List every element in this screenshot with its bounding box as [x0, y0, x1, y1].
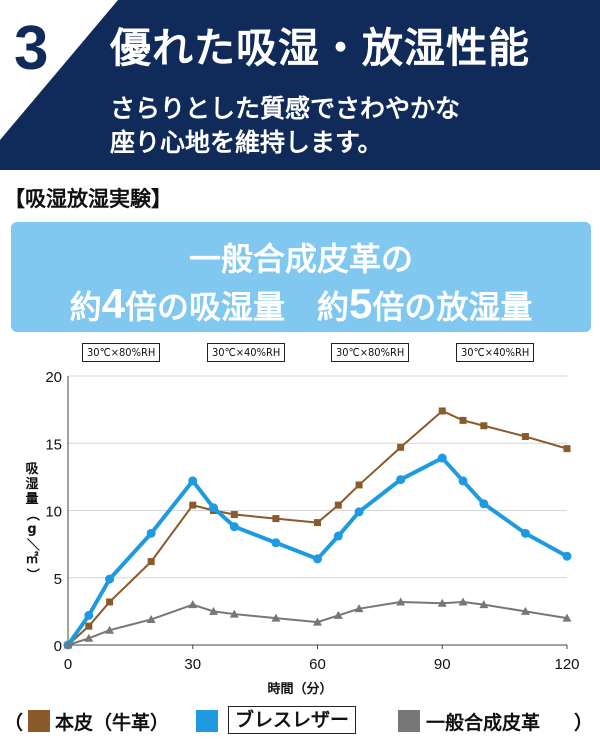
banner-line-1: 一般合成皮革の [188, 240, 413, 278]
data-point-3 [209, 606, 219, 615]
condition-label-1: 30℃×80%RH [82, 343, 161, 362]
legend-open-paren: （ [4, 712, 24, 734]
data-point-2 [188, 476, 198, 486]
humidity-chart: 0 5 10 15 20 0 30 60 90 120 [45, 369, 579, 673]
data-point-1 [521, 433, 529, 441]
banner-text-mid: 倍の吸湿量 約 [124, 288, 349, 326]
data-point-3 [479, 600, 489, 609]
data-point-2 [479, 499, 489, 509]
series-line-2 [66, 456, 568, 647]
y-tick-label: 15 [45, 436, 62, 453]
y-tick-label: 10 [45, 504, 62, 521]
data-point-1 [355, 481, 363, 489]
data-point-2 [105, 574, 115, 584]
y-axis-label-char: ㎡ [25, 552, 39, 567]
banner-line-2: 約4倍の吸湿量 約5倍の放湿量 [11, 280, 591, 328]
data-point-1 [106, 598, 114, 606]
series-line-1 [67, 409, 568, 646]
data-point-1 [438, 407, 446, 415]
data-point-3 [188, 600, 198, 609]
y-axis-label-char: g [27, 522, 37, 537]
legend-label-genuine-leather: 本皮（牛革） [55, 712, 170, 734]
data-point-2 [333, 531, 343, 541]
data-point-3 [396, 597, 406, 606]
data-point-1 [189, 501, 197, 509]
y-axis-label-char: 湿 [25, 477, 39, 492]
data-point-1 [272, 515, 280, 523]
legend-swatch-synthetic-leather [398, 710, 420, 732]
badge-number: 3 [14, 14, 49, 83]
y-tick-label: 0 [54, 638, 62, 655]
page-subtitle: さらりとした質感でさわやかな 座り心地を維持します。 [110, 92, 460, 160]
condition-label-3: 30℃×80%RH [331, 343, 410, 362]
data-point-1 [314, 519, 321, 527]
legend: （ 本皮（牛革） ブレスレザー 一般合成皮革 ） [0, 706, 600, 736]
legend-label-breath-leather: ブレスレザー [228, 706, 357, 734]
data-point-3 [229, 609, 239, 618]
data-point-2 [437, 453, 447, 463]
x-tick-label: 120 [554, 656, 579, 673]
legend-label-synthetic-leather: 一般合成皮革 [426, 712, 541, 734]
data-point-2 [271, 538, 281, 548]
data-point-3 [520, 606, 530, 615]
data-point-1 [480, 422, 488, 430]
data-point-2 [562, 551, 572, 561]
data-point-1 [230, 511, 238, 519]
subtitle-line-2: 座り心地を維持します。 [110, 127, 383, 157]
data-point-1 [85, 622, 93, 630]
data-point-3 [458, 597, 468, 606]
page-title: 優れた吸湿・放湿性能 [110, 24, 530, 72]
data-point-3 [333, 610, 343, 619]
experiment-title: 【吸湿放湿実験】 [4, 187, 172, 211]
y-tick-label: 5 [54, 571, 62, 588]
y-axis-label: 吸湿量（g ／㎡） [24, 462, 40, 582]
data-point-2 [354, 507, 364, 517]
data-point-2 [84, 610, 94, 620]
data-point-2 [209, 503, 219, 513]
header-band: 3 優れた吸湿・放湿性能 さらりとした質感でさわやかな 座り心地を維持します。 [0, 0, 600, 170]
data-point-1 [397, 443, 405, 451]
data-point-3 [63, 640, 73, 649]
x-axis-label: 時間（分） [267, 682, 333, 697]
data-point-3 [271, 613, 281, 622]
condition-label-2: 30℃×40%RH [207, 343, 286, 362]
banner-text-pre: 約 [69, 288, 102, 326]
highlight-banner: 一般合成皮革の 約4倍の吸湿量 約5倍の放湿量 [11, 222, 591, 332]
banner-number-release: 5 [349, 280, 373, 327]
data-point-3 [313, 617, 322, 626]
data-point-3 [146, 614, 156, 623]
data-point-3 [562, 613, 572, 622]
x-tick-label: 60 [309, 656, 326, 673]
data-point-1 [563, 445, 571, 453]
x-tick-label: 90 [434, 656, 451, 673]
y-tick-label: 20 [45, 369, 62, 386]
legend-swatch-genuine-leather [28, 710, 50, 732]
condition-label-4: 30℃×40%RH [456, 343, 535, 362]
badge-shape [0, 0, 118, 140]
data-point-3 [354, 604, 364, 613]
legend-swatch-breath-leather [196, 710, 218, 732]
data-point-2 [520, 528, 530, 538]
data-point-2 [458, 476, 468, 486]
y-axis-label-char: 量 [25, 492, 39, 507]
data-point-1 [147, 558, 155, 566]
x-tick-label: 0 [64, 656, 72, 673]
data-point-1 [334, 501, 342, 509]
data-point-3 [105, 625, 115, 634]
data-point-3 [437, 598, 447, 607]
legend-close-paren: ） [574, 712, 594, 734]
banner-text-post: 倍の放湿量 [372, 288, 533, 326]
data-point-2 [229, 522, 239, 532]
banner-number-absorb: 4 [101, 280, 125, 327]
subtitle-line-1: さらりとした質感でさわやかな [110, 94, 461, 123]
y-axis-label-char: 吸 [25, 462, 39, 477]
data-point-2 [396, 475, 406, 485]
data-point-3 [84, 633, 94, 642]
data-point-2 [146, 528, 156, 538]
x-tick-label: 30 [184, 656, 201, 673]
data-point-2 [313, 554, 322, 564]
data-point-1 [459, 416, 467, 424]
